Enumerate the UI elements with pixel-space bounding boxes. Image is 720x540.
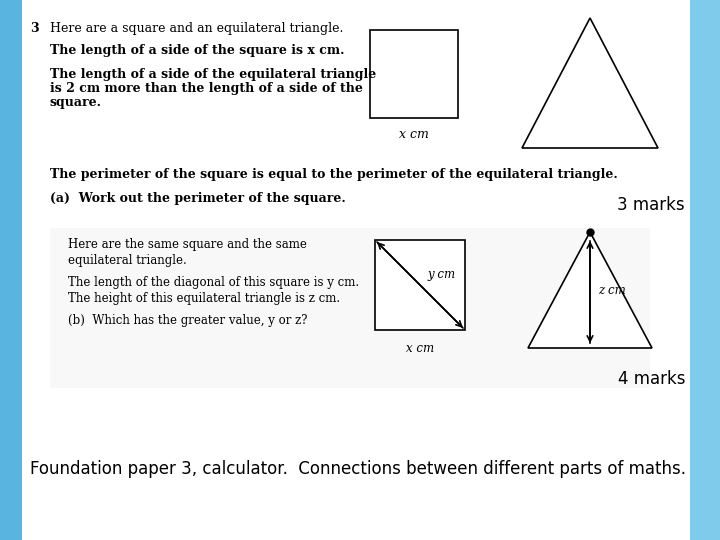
- Text: x cm: x cm: [399, 128, 429, 141]
- Polygon shape: [528, 232, 652, 348]
- Text: z cm: z cm: [598, 284, 626, 296]
- Text: y cm: y cm: [427, 268, 455, 281]
- Text: Here are a square and an equilateral triangle.: Here are a square and an equilateral tri…: [50, 22, 343, 35]
- Text: The length of a side of the square is x cm.: The length of a side of the square is x …: [50, 44, 344, 57]
- Text: 4 marks: 4 marks: [618, 370, 685, 388]
- Bar: [375, 240, 465, 330]
- Text: The perimeter of the square is equal to the perimeter of the equilateral triangl: The perimeter of the square is equal to …: [50, 168, 618, 181]
- Bar: [50, 228, 650, 388]
- Bar: [370, 30, 458, 118]
- Text: equilateral triangle.: equilateral triangle.: [68, 254, 186, 267]
- Text: (b)  Which has the greater value, y or z?: (b) Which has the greater value, y or z?: [68, 314, 307, 327]
- Bar: [690, 0, 720, 540]
- Text: (a)  Work out the perimeter of the square.: (a) Work out the perimeter of the square…: [50, 192, 346, 205]
- Text: 3: 3: [30, 22, 39, 35]
- Text: Foundation paper 3, calculator.  Connections between different parts of maths.: Foundation paper 3, calculator. Connecti…: [30, 460, 686, 478]
- Bar: [0, 0, 22, 540]
- Text: square.: square.: [50, 96, 102, 109]
- Text: Here are the same square and the same: Here are the same square and the same: [68, 238, 307, 251]
- Text: The length of a side of the equilateral triangle: The length of a side of the equilateral …: [50, 68, 377, 81]
- Text: x cm: x cm: [406, 342, 434, 355]
- Text: is 2 cm more than the length of a side of the: is 2 cm more than the length of a side o…: [50, 82, 363, 95]
- Text: The height of this equilateral triangle is z cm.: The height of this equilateral triangle …: [68, 292, 340, 305]
- Text: 3 marks: 3 marks: [617, 196, 685, 214]
- Polygon shape: [522, 18, 658, 148]
- Text: The length of the diagonal of this square is y cm.: The length of the diagonal of this squar…: [68, 276, 359, 289]
